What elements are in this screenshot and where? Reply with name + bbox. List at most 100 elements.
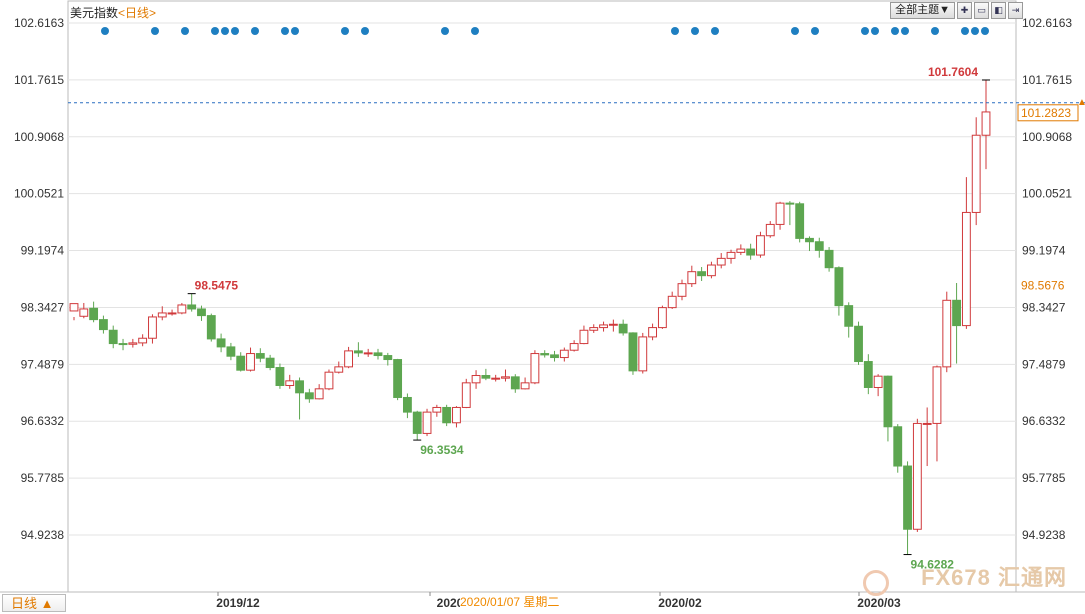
candle-body [402,396,412,413]
candle-body [863,361,873,388]
event-dot [251,27,259,35]
candle-body [775,202,785,225]
candle-body [226,346,236,357]
zoom-in-icon[interactable]: ✚ [957,2,972,19]
y-tick-label-right: 97.4879 [1022,357,1066,371]
candle-body [285,380,295,386]
candle-body [461,382,471,408]
event-dot [891,27,899,35]
period-link[interactable]: <日线> [118,6,157,20]
candle-body [834,267,844,307]
candle-body [540,353,550,356]
candle-body [108,329,118,345]
candle-body [706,264,716,277]
y-tick-label-right: 101.7615 [1022,73,1072,87]
zoom-out-icon[interactable]: ▭ [974,2,989,19]
candle-body [501,376,510,379]
event-dot [791,27,799,35]
candle-body [197,308,206,317]
plot-frame [67,0,1017,593]
candle-body [569,343,579,351]
candle-body [922,422,932,425]
candle-body [677,283,687,297]
candle-body [363,352,373,355]
candle-body [255,353,265,359]
event-dot [901,27,909,35]
candle-body [657,307,667,329]
x-tick-label: 2020/02 [658,596,702,610]
y-tick-label-left: 96.6332 [21,414,65,428]
candle-body [873,375,883,388]
y-tick-label-left: 94.9238 [21,528,65,542]
candle-body [648,327,658,338]
watermark-logo-icon [863,570,889,596]
candle-body [216,338,226,348]
event-dot [291,27,299,35]
candle-body [795,203,805,239]
y-tick-label-left: 102.6163 [14,16,64,30]
y-tick-label-right: 98.3427 [1022,300,1066,314]
candle-body [344,350,354,368]
y-tick-label-left: 100.9068 [14,130,64,144]
candle-body [756,235,765,256]
event-dot [151,27,159,35]
event-dot [961,27,969,35]
candle-body [785,202,795,205]
candle-body [177,304,187,314]
event-dot [181,27,189,35]
candle-body [167,312,177,315]
candle-body [971,134,981,213]
candle-body [697,271,707,277]
candle-body [981,111,991,136]
candle-body [187,304,197,310]
x-tick-label: 2020/03 [857,596,901,610]
event-dot [231,27,239,35]
last-price-label: 101.2823 [1021,106,1071,120]
candle-body [530,353,540,384]
candle-body [393,359,403,398]
candle-body [79,308,89,317]
period-tab[interactable]: 日线 ▲ [2,594,66,612]
fit-icon[interactable]: ◧ [991,2,1006,19]
event-dot [341,27,349,35]
candle-body [236,355,246,371]
y-tick-label-left: 95.7785 [21,471,65,485]
chart-header: 美元指数<日线> [70,4,156,21]
candle-body [854,325,863,363]
high-annotation: 101.7604 [928,65,978,79]
candle-body [765,223,775,237]
candle-body [275,367,285,386]
candle-body [118,343,128,346]
y-tick-label-right: 96.6332 [1022,414,1066,428]
candle-body [452,406,461,424]
event-dot [671,27,679,35]
instrument-title: 美元指数 [70,6,119,20]
y-tick-label-right: 99.1974 [1022,244,1066,258]
candle-body [148,316,157,339]
y-tick-label-right: 94.9238 [1022,528,1066,542]
candle-body [805,237,814,243]
low-annotation: 94.6282 [911,558,955,572]
event-dot [861,27,869,35]
jump-right-icon[interactable]: ⇥ [1008,2,1023,19]
last-price-arrow-icon: ▲ [1077,97,1085,108]
candle-body [69,303,79,312]
x-tick-label: 2019/12 [216,596,260,610]
candle-body [716,257,726,266]
candle-body [736,248,746,253]
candle-body [481,375,491,379]
candle-body [520,382,530,390]
last-price-tag [1017,104,1079,122]
candle-body [295,380,304,394]
candle-body [628,332,638,372]
event-dot [471,27,479,35]
candle-body [206,315,216,340]
candle-body [903,465,912,530]
theme-dropdown[interactable]: 全部主题▼ [890,2,955,19]
y-tick-label-left: 98.3427 [21,300,65,314]
y-tick-label-right: 100.0521 [1022,187,1072,201]
cursor-price-label: 98.5676 [1021,278,1065,292]
y-tick-label-left: 100.0521 [14,187,64,201]
candle-body [383,355,393,361]
